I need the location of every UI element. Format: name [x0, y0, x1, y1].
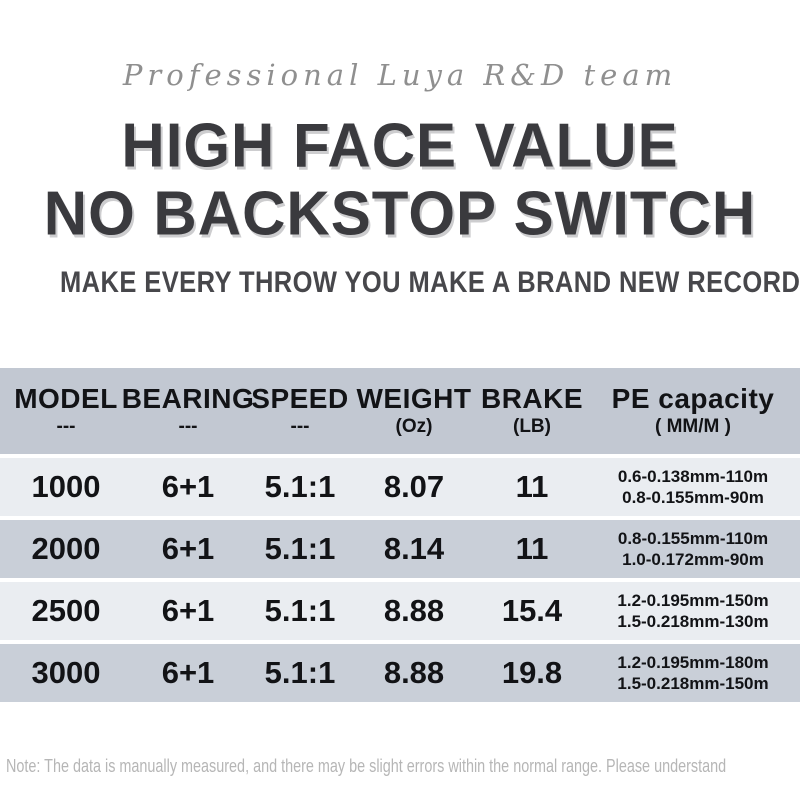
cell-pe-capacity: 1.2-0.195mm-150m 1.5-0.218mm-130m — [592, 582, 800, 640]
pe-capacity-line-1: 0.6-0.138mm-110m — [617, 467, 769, 486]
cell-bearing: 6+1 — [161, 469, 215, 504]
pe-capacity-line-1: 0.8-0.155mm-110m — [617, 529, 769, 548]
cell-model: 3000 — [31, 655, 101, 690]
cell-weight: 8.88 — [383, 593, 445, 628]
column-header-bearing: BEARING --- — [122, 368, 254, 454]
cell-speed: 5.1:1 — [264, 469, 336, 504]
table-row-3000: 3000 6+1 5.1:1 8.88 19.8 1.2-0.195mm-180… — [0, 644, 800, 702]
pe-capacity-line-1: 1.2-0.195mm-180m — [617, 653, 769, 672]
spec-table: MODEL --- BEARING --- SPEED --- WEIGHT (… — [0, 368, 800, 702]
cell-model: 2500 — [31, 593, 101, 628]
column-sublabel-pe-capacity: ( MM/M ) — [655, 416, 731, 437]
cell-model: 1000 — [31, 469, 101, 504]
column-sublabel-model: --- — [56, 416, 76, 437]
pe-capacity-line-2: 1.5-0.218mm-150m — [617, 674, 769, 693]
cell-brake: 19.8 — [501, 655, 563, 690]
brand-tagline: Professional Luya R&D team — [122, 58, 678, 92]
column-sublabel-speed: --- — [290, 416, 310, 437]
column-label-speed: SPEED — [251, 383, 349, 414]
cell-brake: 11 — [515, 469, 549, 504]
cell-weight: 8.07 — [383, 469, 445, 504]
cell-weight: 8.88 — [383, 655, 445, 690]
footer-note: Note: The data is manually measured, and… — [6, 756, 727, 776]
cell-model: 2000 — [31, 531, 101, 566]
column-header-pe-capacity: PE capacity ( MM/M ) — [592, 368, 800, 454]
cell-bearing: 6+1 — [161, 655, 215, 690]
table-row-2000: 2000 6+1 5.1:1 8.14 11 0.8-0.155mm-110m … — [0, 520, 800, 578]
page-title: HIGH FACE VALUE NO BACKSTOP SWITCH — [0, 110, 800, 248]
cell-speed: 5.1:1 — [264, 655, 336, 690]
pe-capacity-line-2: 0.8-0.155mm-90m — [622, 488, 764, 507]
pe-capacity-line-1: 1.2-0.195mm-150m — [617, 591, 769, 610]
cell-pe-capacity: 0.6-0.138mm-110m 0.8-0.155mm-90m — [592, 458, 800, 516]
cell-pe-capacity: 0.8-0.155mm-110m 1.0-0.172mm-90m — [592, 520, 800, 578]
cell-speed: 5.1:1 — [264, 593, 336, 628]
spec-table-header: MODEL --- BEARING --- SPEED --- WEIGHT (… — [0, 368, 800, 454]
column-header-speed: SPEED --- — [244, 368, 356, 454]
cell-speed: 5.1:1 — [264, 531, 336, 566]
cell-brake: 11 — [515, 531, 549, 566]
page-subtitle: MAKE EVERY THROW YOU MAKE A BRAND NEW RE… — [60, 266, 800, 299]
column-sublabel-weight: (Oz) — [395, 416, 433, 437]
pe-capacity-line-2: 1.0-0.172mm-90m — [622, 550, 764, 569]
cell-brake: 15.4 — [501, 593, 563, 628]
cell-bearing: 6+1 — [161, 531, 215, 566]
title-line-1: HIGH FACE VALUE — [121, 110, 679, 180]
table-row-1000: 1000 6+1 5.1:1 8.07 11 0.6-0.138mm-110m … — [0, 458, 800, 516]
column-header-weight: WEIGHT (Oz) — [356, 368, 472, 454]
column-header-brake: BRAKE (LB) — [472, 368, 592, 454]
cell-bearing: 6+1 — [161, 593, 215, 628]
column-label-bearing: BEARING — [121, 383, 255, 414]
column-label-brake: BRAKE — [480, 383, 584, 414]
column-header-model: MODEL --- — [0, 368, 132, 454]
table-row-2500: 2500 6+1 5.1:1 8.88 15.4 1.2-0.195mm-150… — [0, 582, 800, 640]
column-label-model: MODEL — [14, 383, 118, 414]
pe-capacity-line-2: 1.5-0.218mm-130m — [617, 612, 769, 631]
cell-weight: 8.14 — [383, 531, 445, 566]
column-sublabel-brake: (LB) — [513, 416, 551, 437]
column-label-weight: WEIGHT — [356, 383, 472, 414]
cell-pe-capacity: 1.2-0.195mm-180m 1.5-0.218mm-150m — [592, 644, 800, 702]
title-line-2: NO BACKSTOP SWITCH — [43, 178, 757, 248]
column-sublabel-bearing: --- — [178, 416, 198, 437]
column-label-pe-capacity: PE capacity — [611, 383, 775, 414]
